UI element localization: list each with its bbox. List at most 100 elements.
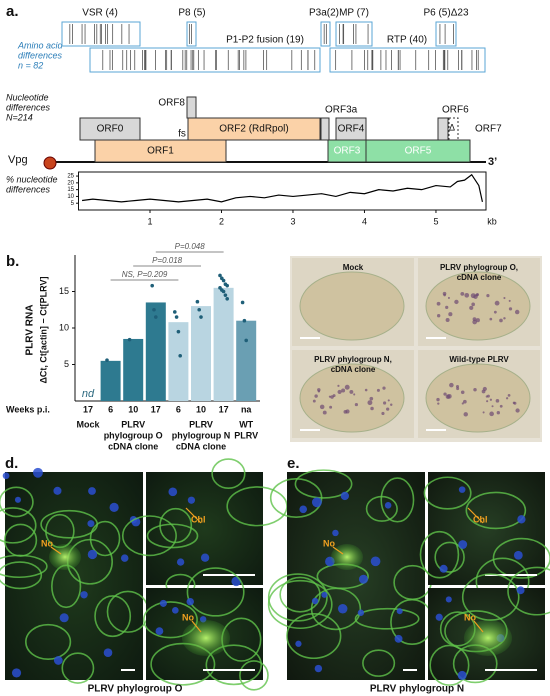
data-point <box>221 289 226 294</box>
stain <box>499 404 503 408</box>
comparison-label: P=0.018 <box>152 256 183 265</box>
chloroplast <box>314 664 323 673</box>
cell-outline <box>429 644 470 686</box>
orf-label: ORF4 <box>338 124 365 135</box>
comparison-label: P=0.048 <box>175 242 206 251</box>
cell-outline <box>294 469 353 499</box>
stain <box>456 387 460 391</box>
data-point <box>197 307 201 312</box>
nucleus <box>182 620 230 656</box>
protein-label: VSR (4) <box>82 8 118 19</box>
chloroplast <box>513 550 523 560</box>
orf-box <box>186 96 197 119</box>
missing-label: nd <box>82 388 95 400</box>
data-point <box>150 283 154 288</box>
stain <box>332 394 336 398</box>
tile-label: cDNA clone <box>457 273 502 282</box>
bar <box>191 306 211 401</box>
data-point <box>223 293 228 297</box>
stain <box>322 410 327 415</box>
data-point <box>173 310 177 314</box>
axis-title: PLRV RNA <box>25 305 36 356</box>
axis-title: kb <box>487 216 497 226</box>
stain <box>461 402 464 405</box>
y-tick-label: 25 <box>67 174 74 180</box>
tile-label: PLRV phylogroup O, <box>440 263 518 272</box>
data-point <box>244 338 248 343</box>
chloroplast <box>14 496 21 503</box>
protein-label: P6 (5)Δ23 <box>423 8 468 19</box>
stain <box>491 405 494 408</box>
x-tick-label: 10 <box>196 404 206 414</box>
cell-outline <box>0 507 37 544</box>
group-label: PLRV <box>189 419 213 429</box>
cell-outline <box>423 476 472 510</box>
callout: No <box>182 612 194 622</box>
chloroplast <box>155 627 164 636</box>
stain <box>503 317 506 320</box>
callout: No <box>464 612 476 622</box>
stain <box>341 388 346 393</box>
chloroplast <box>171 606 179 614</box>
y-tick-label: 20 <box>67 180 74 186</box>
chloroplast <box>458 486 466 493</box>
stain <box>329 405 333 409</box>
stain <box>354 402 358 407</box>
y-tick-label: 10 <box>67 194 74 200</box>
stain <box>317 390 321 393</box>
tile-label: Mock <box>343 263 364 272</box>
micrograph <box>146 472 263 585</box>
orf-label: ORF8 <box>158 98 185 109</box>
stain <box>437 402 440 405</box>
cell-outline <box>205 644 263 686</box>
cell-outline <box>267 579 333 630</box>
stain <box>471 302 475 307</box>
protein-box <box>335 21 373 47</box>
panel-label: d. <box>5 455 18 472</box>
stain <box>383 401 387 405</box>
callout-arrow <box>467 507 484 524</box>
x-tick-label: 3 <box>290 216 295 226</box>
protein-box <box>89 47 321 73</box>
stain <box>475 318 480 323</box>
orf-box <box>187 117 321 141</box>
stain <box>515 408 520 413</box>
chloroplast <box>299 505 308 514</box>
cell-outline <box>0 561 43 590</box>
callout: No <box>323 538 335 548</box>
chloroplast <box>2 472 10 480</box>
stain <box>337 389 342 395</box>
stain <box>390 403 393 406</box>
chloroplast <box>370 556 381 567</box>
x-tick-label: 2 <box>219 216 224 226</box>
stain <box>382 386 386 390</box>
stain <box>369 396 374 401</box>
cell-outline <box>146 523 199 549</box>
data-point <box>127 337 132 342</box>
data-point <box>174 315 179 319</box>
chloroplast <box>357 609 365 616</box>
stain <box>512 401 516 405</box>
chloroplast <box>384 502 392 509</box>
panel-label: b. <box>6 253 19 270</box>
group-label: phylogroup N <box>172 430 231 440</box>
difference-line <box>81 173 484 203</box>
stain <box>337 384 340 387</box>
orf-label: ORF6 <box>442 105 469 116</box>
chloroplast <box>321 591 328 598</box>
chloroplast <box>120 554 129 562</box>
stain <box>376 388 380 392</box>
group-label: Mock <box>76 419 100 429</box>
chloroplast <box>394 634 403 643</box>
orf-label: ORF7 <box>475 124 502 135</box>
cell-outline <box>239 660 269 691</box>
chloroplast <box>516 586 525 595</box>
data-point <box>154 315 158 319</box>
cell-outline <box>0 554 48 579</box>
stain <box>486 293 490 298</box>
group-label: PLRV <box>234 430 258 440</box>
stain <box>494 300 500 306</box>
stain <box>462 399 467 404</box>
y-tick-label: 15 <box>67 187 74 193</box>
chloroplast <box>358 574 369 584</box>
